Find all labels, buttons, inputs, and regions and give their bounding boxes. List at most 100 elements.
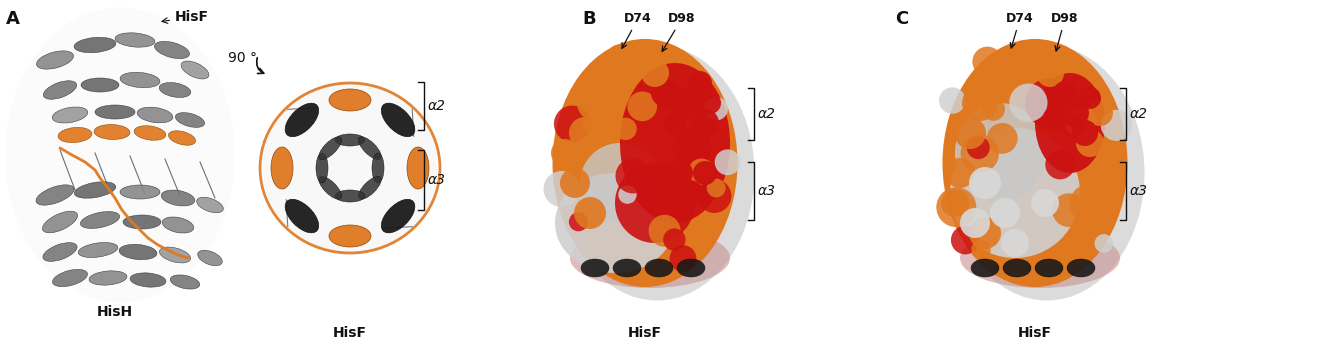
Circle shape (967, 136, 990, 159)
Circle shape (652, 79, 678, 107)
Text: HisF: HisF (162, 10, 209, 24)
Ellipse shape (318, 176, 341, 199)
Circle shape (668, 160, 693, 186)
Text: HisF: HisF (1018, 326, 1052, 340)
Circle shape (669, 87, 701, 119)
Ellipse shape (381, 199, 415, 233)
Ellipse shape (43, 211, 78, 233)
Text: α3: α3 (428, 173, 446, 187)
Circle shape (706, 178, 725, 197)
Circle shape (1001, 229, 1029, 257)
Ellipse shape (262, 81, 438, 256)
Ellipse shape (955, 103, 1045, 203)
Ellipse shape (677, 259, 705, 277)
Ellipse shape (334, 190, 365, 202)
Ellipse shape (134, 126, 166, 140)
Ellipse shape (645, 259, 673, 277)
Ellipse shape (43, 81, 76, 99)
Text: 90 °: 90 ° (227, 51, 257, 65)
Ellipse shape (159, 83, 191, 98)
Circle shape (673, 128, 712, 167)
Circle shape (962, 85, 998, 121)
Text: C: C (895, 10, 909, 28)
Ellipse shape (170, 275, 199, 289)
Ellipse shape (78, 243, 118, 257)
Circle shape (1061, 99, 1089, 127)
Ellipse shape (570, 228, 731, 288)
Ellipse shape (579, 143, 660, 223)
Circle shape (569, 212, 587, 231)
Text: α2: α2 (759, 107, 776, 121)
Circle shape (1065, 106, 1097, 138)
Circle shape (554, 106, 590, 142)
Ellipse shape (95, 105, 135, 119)
Ellipse shape (959, 228, 1120, 288)
Ellipse shape (154, 42, 190, 59)
Ellipse shape (52, 107, 88, 123)
Ellipse shape (329, 89, 371, 111)
Ellipse shape (559, 45, 755, 301)
Circle shape (543, 171, 579, 207)
Ellipse shape (555, 173, 674, 273)
Ellipse shape (316, 153, 328, 183)
Circle shape (569, 117, 601, 149)
Circle shape (680, 128, 710, 158)
Circle shape (574, 197, 606, 229)
Circle shape (649, 215, 681, 247)
Ellipse shape (120, 185, 161, 199)
Circle shape (664, 111, 686, 135)
Text: α3: α3 (1131, 184, 1148, 198)
Circle shape (606, 44, 633, 70)
Circle shape (577, 85, 613, 121)
Circle shape (582, 114, 602, 134)
Circle shape (664, 228, 685, 251)
Ellipse shape (36, 185, 74, 205)
Circle shape (1094, 234, 1113, 253)
Ellipse shape (619, 63, 731, 223)
Ellipse shape (115, 33, 155, 47)
Circle shape (669, 245, 696, 272)
Circle shape (937, 187, 977, 227)
Circle shape (1086, 100, 1113, 126)
Text: HisF: HisF (628, 326, 662, 340)
Circle shape (1076, 129, 1104, 157)
Ellipse shape (197, 197, 223, 213)
Ellipse shape (942, 39, 1128, 287)
Ellipse shape (318, 137, 341, 159)
Circle shape (1009, 83, 1048, 122)
Circle shape (939, 87, 966, 114)
Ellipse shape (80, 212, 119, 228)
Circle shape (1093, 196, 1116, 219)
Text: α3: α3 (759, 184, 776, 198)
Ellipse shape (950, 45, 1144, 301)
Text: D74: D74 (1006, 12, 1034, 48)
Ellipse shape (175, 113, 205, 127)
Ellipse shape (75, 182, 115, 198)
Circle shape (1052, 193, 1086, 227)
Circle shape (1036, 59, 1064, 87)
Circle shape (1078, 87, 1101, 109)
Circle shape (1101, 110, 1132, 141)
Ellipse shape (136, 107, 173, 123)
Ellipse shape (359, 137, 381, 159)
Circle shape (995, 54, 1024, 82)
Circle shape (561, 168, 590, 198)
Circle shape (690, 109, 719, 137)
Ellipse shape (329, 225, 371, 247)
Circle shape (1090, 169, 1119, 197)
Ellipse shape (407, 147, 429, 189)
Ellipse shape (613, 259, 641, 277)
Text: HisH: HisH (96, 305, 132, 319)
Ellipse shape (285, 199, 318, 233)
Ellipse shape (43, 243, 78, 261)
Ellipse shape (553, 39, 737, 287)
Ellipse shape (123, 215, 161, 229)
Ellipse shape (372, 153, 384, 183)
Circle shape (590, 68, 619, 98)
Circle shape (959, 208, 990, 238)
Ellipse shape (162, 217, 194, 233)
Ellipse shape (285, 103, 318, 137)
Circle shape (973, 46, 1002, 77)
Ellipse shape (74, 37, 116, 53)
Circle shape (975, 63, 1005, 93)
